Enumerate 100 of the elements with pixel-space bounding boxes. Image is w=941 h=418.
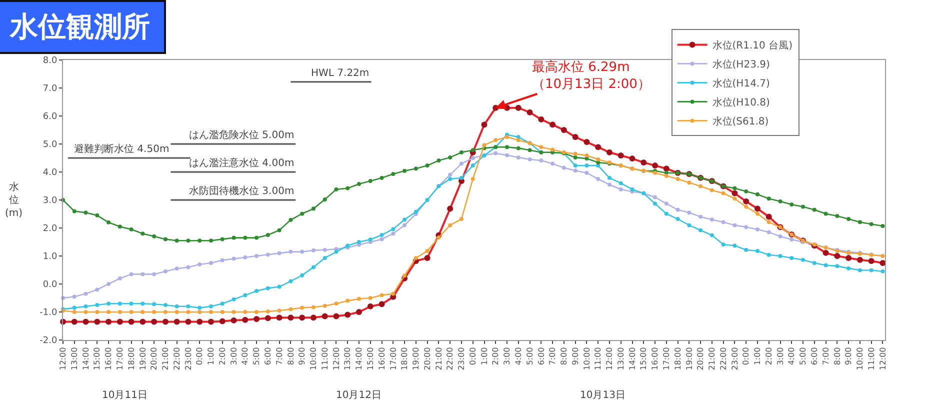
y-tick-label: 8.0 — [42, 56, 58, 66]
y-tick-label: 3.0 — [42, 196, 58, 206]
x-tick-label: 1:00 — [480, 347, 489, 366]
x-tick-label: 1:00 — [206, 347, 216, 366]
ref-line-label: 水防団待機水位 3.00m — [189, 185, 294, 197]
x-tick-label: 17:00 — [662, 347, 672, 370]
x-tick-label: 15:00 — [639, 347, 648, 370]
x-tick-label: 22:00 — [446, 347, 455, 370]
x-tick-label: 13:00 — [616, 347, 626, 370]
x-tick-label: 14:00 — [354, 347, 364, 370]
x-tick-label: 19:00 — [138, 347, 148, 370]
legend-label: 水位(H23.9) — [712, 58, 770, 71]
y-tick-label: -1.0 — [40, 308, 58, 318]
x-tick-label: 0:00 — [742, 347, 751, 366]
x-tick-label: 21:00 — [434, 347, 444, 370]
x-tick-label: 10:00 — [582, 347, 592, 370]
text: 10月12日 — [336, 390, 382, 401]
y-tick-label: 4.0 — [42, 168, 58, 178]
x-tick-label: 10:00 — [309, 347, 318, 370]
x-tick-label: 12:00 — [332, 347, 341, 370]
x-tick-label: 13:00 — [70, 347, 79, 370]
annotation: 最高水位 6.29m （10月13日 2:00） — [532, 59, 650, 92]
x-tick-label: 9:00 — [844, 347, 854, 366]
x-tick-label: 22:00 — [718, 347, 728, 370]
x-tick-label: 14:00 — [81, 347, 90, 370]
x-tick-label: 20:00 — [696, 347, 706, 370]
x-tick-label: 23:00 — [730, 347, 740, 370]
legend-label: 水位(S61.8) — [712, 116, 769, 128]
ref-line-label: はん濫注意水位 4.00m — [189, 157, 294, 169]
x-tick-label: 20:00 — [150, 347, 159, 370]
x-tick-label: 9:00 — [298, 347, 307, 366]
x-tick-label: 11:00 — [866, 347, 876, 370]
x-tick-label: 3:00 — [502, 347, 512, 366]
text: 10月13日 — [580, 390, 626, 401]
x-tick-label: 7:00 — [274, 347, 284, 366]
x-tick-label: 21:00 — [161, 347, 170, 370]
x-tick-label: 5:00 — [525, 347, 534, 366]
x-tick-label: 22:00 — [172, 347, 182, 370]
ref-line-label: はん濫危険水位 5.00m — [189, 129, 294, 141]
x-tick-label: 0:00 — [195, 347, 204, 366]
ref-line-label: 避難判断水位 4.50m — [74, 143, 170, 155]
x-tick-label: 4:00 — [514, 347, 523, 366]
y-tick-label: 7.0 — [42, 84, 58, 94]
ref-line-label: HWL 7.22m — [311, 68, 370, 79]
text: 10月11日 — [102, 390, 148, 401]
x-tick-label: 6:00 — [264, 347, 273, 366]
x-tick-label: 20:00 — [422, 347, 432, 370]
x-tick-label: 2:00 — [491, 347, 500, 366]
x-tick-label: 15:00 — [366, 347, 375, 370]
x-tick-label: 4:00 — [240, 347, 250, 366]
x-tick-label: 3:00 — [229, 347, 238, 366]
x-tick-label: 18:00 — [673, 347, 682, 370]
x-tick-label: 12:00 — [878, 347, 888, 370]
x-tick-label: 17:00 — [388, 347, 398, 370]
x-tick-label: 2:00 — [218, 347, 227, 366]
x-tick-label: 17:00 — [116, 347, 125, 370]
x-tick-label: 8:00 — [560, 347, 569, 366]
x-tick-label: 21:00 — [708, 347, 717, 370]
legend-label: 水位(H10.8) — [712, 96, 770, 109]
x-tick-label: 13:00 — [343, 347, 352, 370]
x-tick-label: 14:00 — [628, 347, 637, 370]
x-tick-label: 3:00 — [776, 347, 785, 366]
x-tick-label: 6:00 — [810, 347, 820, 366]
x-tick-label: 4:00 — [787, 347, 796, 366]
x-tick-label: 23:00 — [457, 347, 466, 370]
y-axis-title: 水位(m) — [5, 181, 23, 219]
x-tick-label: 10:00 — [856, 347, 865, 370]
y-tick-label: -2.0 — [40, 336, 58, 346]
x-tick-label: 16:00 — [104, 347, 114, 370]
chart-title: 水位観測所 — [0, 0, 166, 54]
x-tick-label: 19:00 — [684, 347, 694, 370]
x-tick-label: 1:00 — [753, 347, 762, 366]
x-tick-label: 5:00 — [252, 347, 262, 366]
x-tick-label: 18:00 — [400, 347, 410, 370]
x-tick-label: 8:00 — [286, 347, 296, 366]
x-tick-label: 9:00 — [570, 347, 580, 366]
x-tick-label: 0:00 — [468, 347, 478, 366]
y-tick-label: 2.0 — [42, 224, 58, 234]
y-tick-label: 1.0 — [42, 252, 58, 262]
x-tick-label: 16:00 — [377, 347, 386, 370]
y-tick-label: 5.0 — [42, 140, 58, 150]
x-tick-label: 19:00 — [412, 347, 421, 370]
x-tick-label: 6:00 — [536, 347, 546, 366]
y-tick-label: 0.0 — [42, 280, 58, 290]
x-tick-label: 16:00 — [650, 347, 660, 370]
x-tick-label: 11:00 — [594, 347, 603, 370]
legend-label: 水位(H14.7) — [712, 78, 770, 90]
x-tick-label: 18:00 — [126, 347, 136, 370]
x-tick-label: 12:00 — [605, 347, 614, 370]
x-tick-label: 8:00 — [832, 347, 842, 366]
x-tick-label: 12:00 — [58, 347, 68, 370]
y-tick-label: 6.0 — [42, 112, 58, 122]
x-tick-label: 2:00 — [764, 347, 774, 366]
x-tick-label: 7:00 — [548, 347, 558, 366]
x-tick-label: 11:00 — [320, 347, 330, 370]
x-tick-label: 7:00 — [821, 347, 830, 366]
x-tick-label: 15:00 — [92, 347, 102, 370]
x-tick-label: 5:00 — [798, 347, 808, 366]
legend-label: 水位(R1.10 台風) — [712, 40, 793, 52]
x-tick-label: 23:00 — [184, 347, 193, 370]
